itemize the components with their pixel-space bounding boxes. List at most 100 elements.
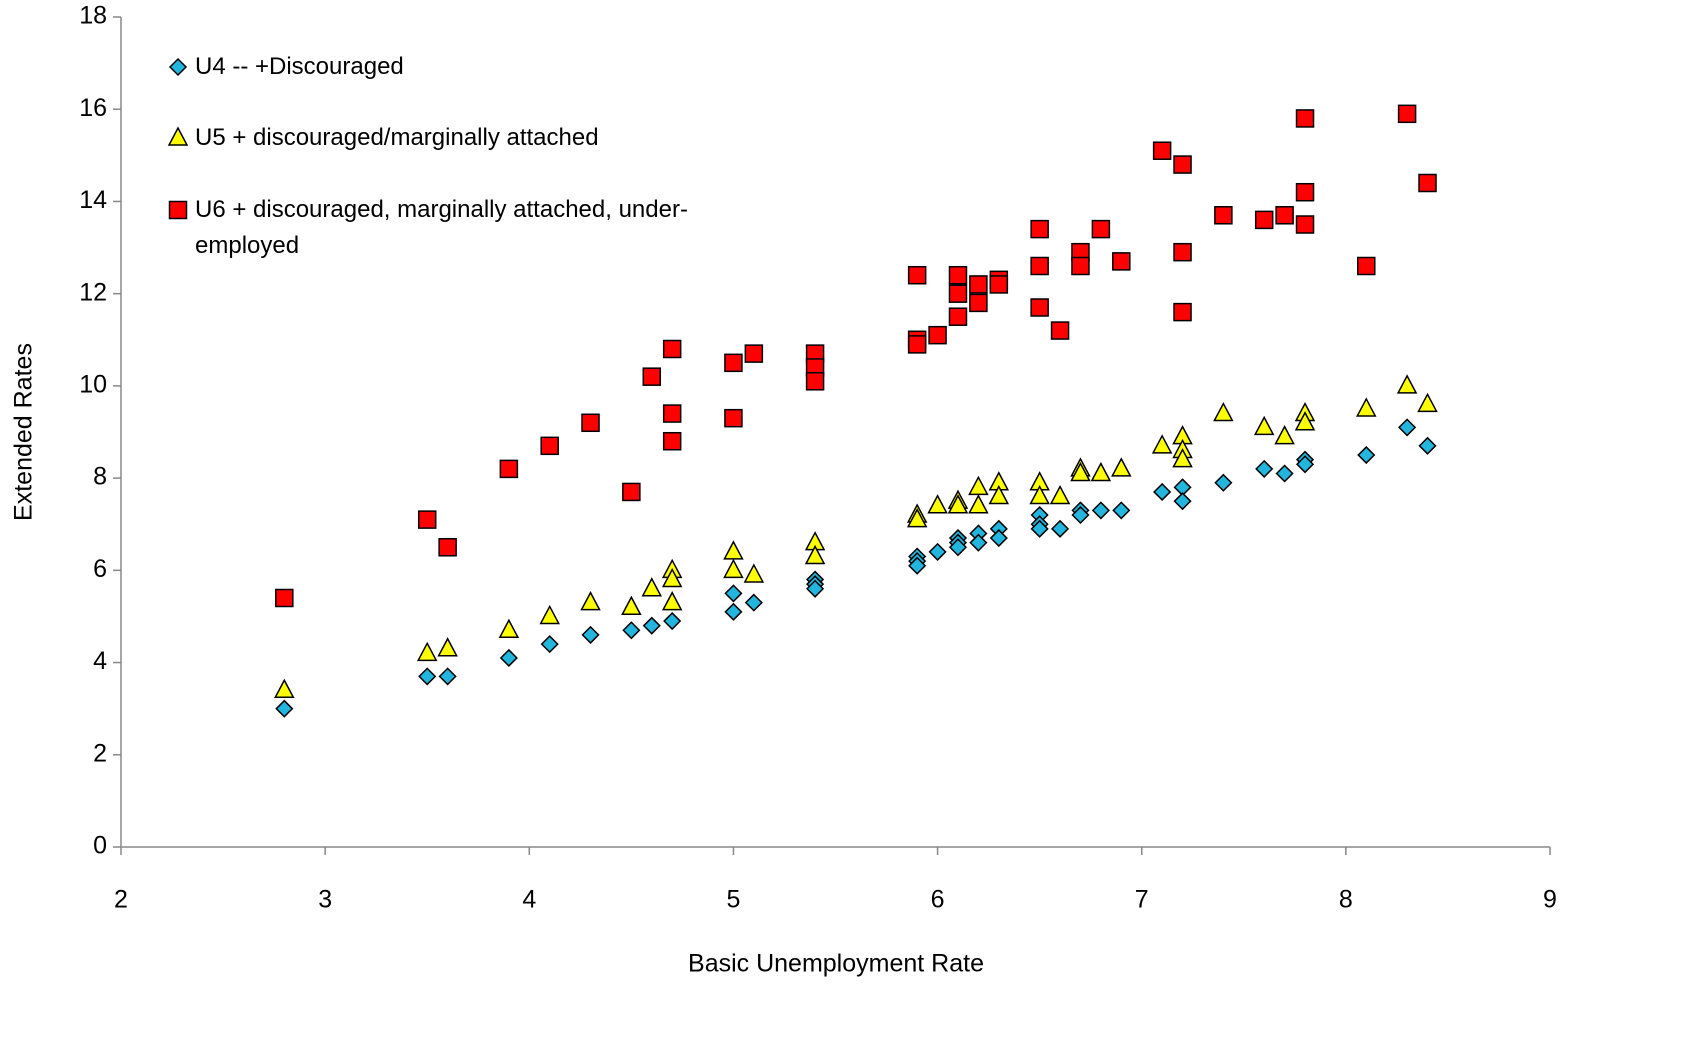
x-tick-label: 6 bbox=[931, 886, 945, 914]
point bbox=[539, 604, 560, 625]
point bbox=[969, 275, 988, 294]
point bbox=[1214, 206, 1233, 225]
point bbox=[947, 494, 969, 514]
point bbox=[908, 556, 927, 575]
legend-marker bbox=[168, 57, 188, 77]
y-tick-label: 10 bbox=[79, 370, 107, 398]
y-tick-label: 0 bbox=[93, 832, 107, 860]
point bbox=[805, 372, 825, 391]
x-tick-label: 2 bbox=[114, 886, 128, 914]
point bbox=[1070, 461, 1091, 482]
point bbox=[969, 293, 988, 313]
point bbox=[1050, 321, 1070, 340]
point bbox=[1173, 155, 1192, 174]
point bbox=[724, 602, 743, 621]
point bbox=[662, 339, 682, 359]
point bbox=[1418, 173, 1437, 193]
point bbox=[1030, 256, 1049, 276]
point bbox=[642, 616, 661, 635]
point bbox=[642, 367, 662, 386]
point bbox=[1213, 401, 1234, 422]
point bbox=[1050, 519, 1070, 538]
point bbox=[275, 699, 294, 718]
point bbox=[906, 508, 928, 528]
legend-label: U5 + discouraged/marginally attached bbox=[195, 124, 599, 151]
point bbox=[989, 528, 1008, 548]
point bbox=[1173, 302, 1192, 322]
x-tick-label: 9 bbox=[1543, 886, 1557, 914]
point bbox=[661, 591, 683, 611]
point bbox=[744, 593, 763, 612]
point bbox=[1357, 445, 1376, 465]
point bbox=[968, 475, 989, 496]
point bbox=[438, 667, 457, 686]
x-tick-label: 7 bbox=[1135, 886, 1149, 914]
point bbox=[274, 678, 295, 698]
point bbox=[581, 625, 600, 644]
point bbox=[1112, 252, 1131, 271]
point bbox=[948, 265, 968, 285]
point bbox=[744, 344, 764, 363]
point bbox=[1030, 519, 1049, 538]
point bbox=[661, 567, 683, 588]
point bbox=[989, 275, 1009, 294]
point bbox=[621, 595, 642, 615]
point bbox=[1254, 210, 1274, 230]
point bbox=[948, 307, 968, 326]
point bbox=[498, 618, 520, 639]
point bbox=[969, 533, 988, 552]
y-tick-label: 18 bbox=[79, 2, 107, 30]
y-tick-label: 12 bbox=[79, 278, 107, 306]
point bbox=[1275, 206, 1294, 225]
point bbox=[723, 540, 744, 560]
point bbox=[499, 459, 519, 479]
legend-label: U4 -- +Discouraged bbox=[195, 53, 404, 80]
x-tick-label: 3 bbox=[318, 886, 332, 914]
point bbox=[417, 510, 437, 529]
point bbox=[275, 588, 294, 608]
point bbox=[948, 284, 968, 303]
y-tick-label: 16 bbox=[79, 94, 107, 122]
legend-marker bbox=[168, 200, 188, 220]
y-tick-label: 6 bbox=[93, 555, 107, 583]
point bbox=[622, 621, 641, 640]
point bbox=[1214, 473, 1233, 492]
point bbox=[1029, 484, 1050, 505]
point bbox=[416, 641, 438, 662]
point bbox=[662, 431, 682, 451]
point bbox=[948, 538, 968, 557]
point bbox=[1111, 457, 1132, 477]
point bbox=[1112, 501, 1131, 520]
point bbox=[1295, 215, 1315, 234]
point bbox=[1275, 464, 1294, 483]
point bbox=[1418, 436, 1437, 455]
legend-label: U6 + discouraged, marginally attached, u… bbox=[195, 196, 688, 259]
point bbox=[1049, 484, 1071, 505]
point bbox=[804, 544, 826, 565]
point bbox=[581, 413, 600, 433]
point bbox=[806, 579, 825, 598]
point bbox=[540, 635, 559, 654]
point bbox=[1071, 256, 1090, 276]
point bbox=[1173, 492, 1192, 511]
point bbox=[988, 484, 1010, 505]
point bbox=[1295, 182, 1315, 202]
point bbox=[1091, 501, 1110, 520]
point bbox=[1091, 219, 1111, 239]
point bbox=[928, 542, 947, 561]
point bbox=[437, 637, 458, 657]
point bbox=[724, 353, 743, 373]
point bbox=[1397, 104, 1417, 124]
x-tick-label: 8 bbox=[1339, 886, 1353, 914]
point bbox=[1152, 141, 1172, 160]
point bbox=[724, 408, 743, 428]
point bbox=[927, 494, 948, 514]
y-tick-label: 2 bbox=[93, 739, 107, 767]
point bbox=[907, 335, 927, 354]
point bbox=[743, 563, 765, 583]
y-tick-label: 4 bbox=[93, 647, 107, 675]
x-tick-label: 4 bbox=[522, 886, 536, 914]
point bbox=[1253, 415, 1275, 436]
